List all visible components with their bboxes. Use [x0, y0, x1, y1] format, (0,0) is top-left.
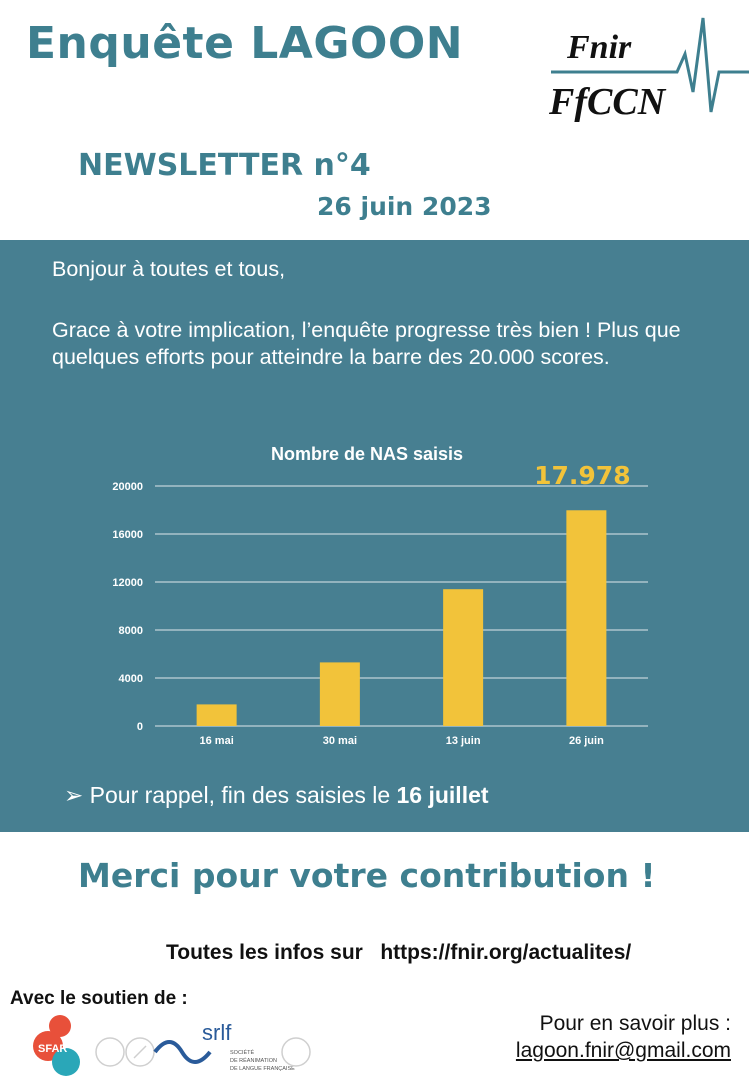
fnir-ffccn-logo: Fnir FfCCN — [548, 17, 749, 123]
nas-bar-chart: Nombre de NAS saisis 0 4000 8000 12000 16000 2… — [112, 444, 648, 747]
sponsor-logos: SFAR srlf SOCIÉTÉ DE RÉANIMATION DE LANG… — [33, 1015, 311, 1076]
y-tick-label: 0 — [137, 721, 143, 733]
infos-line: Toutes les infos sur https://fnir.org/ac… — [166, 941, 631, 965]
contact-label: Pour en savoir plus : — [539, 1012, 731, 1035]
x-tick-label: 26 juin — [569, 735, 604, 747]
infos-url-link[interactable]: https://fnir.org/actualites/ — [380, 941, 632, 964]
y-tick-label: 4000 — [119, 673, 143, 685]
newsletter-label: NEWSLETTER n°4 — [78, 148, 371, 183]
srlf-caption-3: DE LANGUE FRANÇAISE — [230, 1066, 295, 1072]
reminder-text: Pour rappel, fin des saisies le — [89, 782, 397, 808]
chart-title: Nombre de NAS saisis — [271, 444, 463, 464]
logo-ffccn-text: FfCCN — [548, 81, 667, 123]
y-tick-label: 8000 — [119, 625, 143, 637]
bar — [566, 510, 607, 726]
srlf-caption-1: SOCIÉTÉ — [230, 1049, 254, 1056]
x-tick-label: 13 juin — [446, 735, 481, 747]
support-label: Avec le soutien de : — [10, 988, 188, 1009]
greeting-text: Bonjour à toutes et tous, — [52, 257, 286, 281]
more-options-icon — [281, 1037, 311, 1067]
contact-email-link[interactable]: lagoon.fnir@gmail.com — [515, 1039, 731, 1062]
srlf-logo: srlf SOCIÉTÉ DE RÉANIMATION DE LANGUE FR… — [153, 1020, 295, 1072]
y-tick-label: 20000 — [112, 481, 143, 493]
bar — [319, 662, 360, 726]
x-tick-label: 16 mai — [200, 735, 234, 747]
bar — [443, 589, 484, 726]
prev-slide-icon — [95, 1037, 125, 1067]
y-tick-label: 16000 — [112, 529, 143, 541]
infos-label: Toutes les infos sur — [166, 941, 363, 964]
content-panel — [0, 240, 749, 832]
reminder-line: ➢ Pour rappel, fin des saisies le 16 jui… — [64, 782, 489, 809]
bar — [196, 704, 237, 726]
arrow-bullet-icon: ➢ — [64, 782, 84, 808]
sfar-logo: SFAR — [33, 1015, 80, 1076]
logo-fnir-text: Fnir — [566, 29, 632, 66]
survey-title: Enquête LAGOON — [26, 18, 464, 69]
thanks-heading: Merci pour votre contribution ! — [78, 856, 656, 895]
y-tick-label: 12000 — [112, 577, 143, 589]
logo-ecg-line — [551, 17, 749, 113]
reminder-date: 16 juillet — [396, 782, 489, 808]
contact-block: Pour en savoir plus : lagoon.fnir@gmail.… — [516, 1010, 731, 1064]
sfar-logo-text: SFAR — [38, 1043, 67, 1055]
pen-tool-icon — [125, 1037, 155, 1067]
data-label: 17.978 — [534, 461, 630, 490]
srlf-logo-text: srlf — [202, 1020, 232, 1045]
newsletter-date: 26 juin 2023 — [317, 192, 492, 221]
intro-body-text: Grace à votre implication, l’enquête pro… — [52, 318, 681, 369]
srlf-caption-2: DE RÉANIMATION — [230, 1057, 277, 1064]
x-tick-label: 30 mai — [323, 735, 357, 747]
